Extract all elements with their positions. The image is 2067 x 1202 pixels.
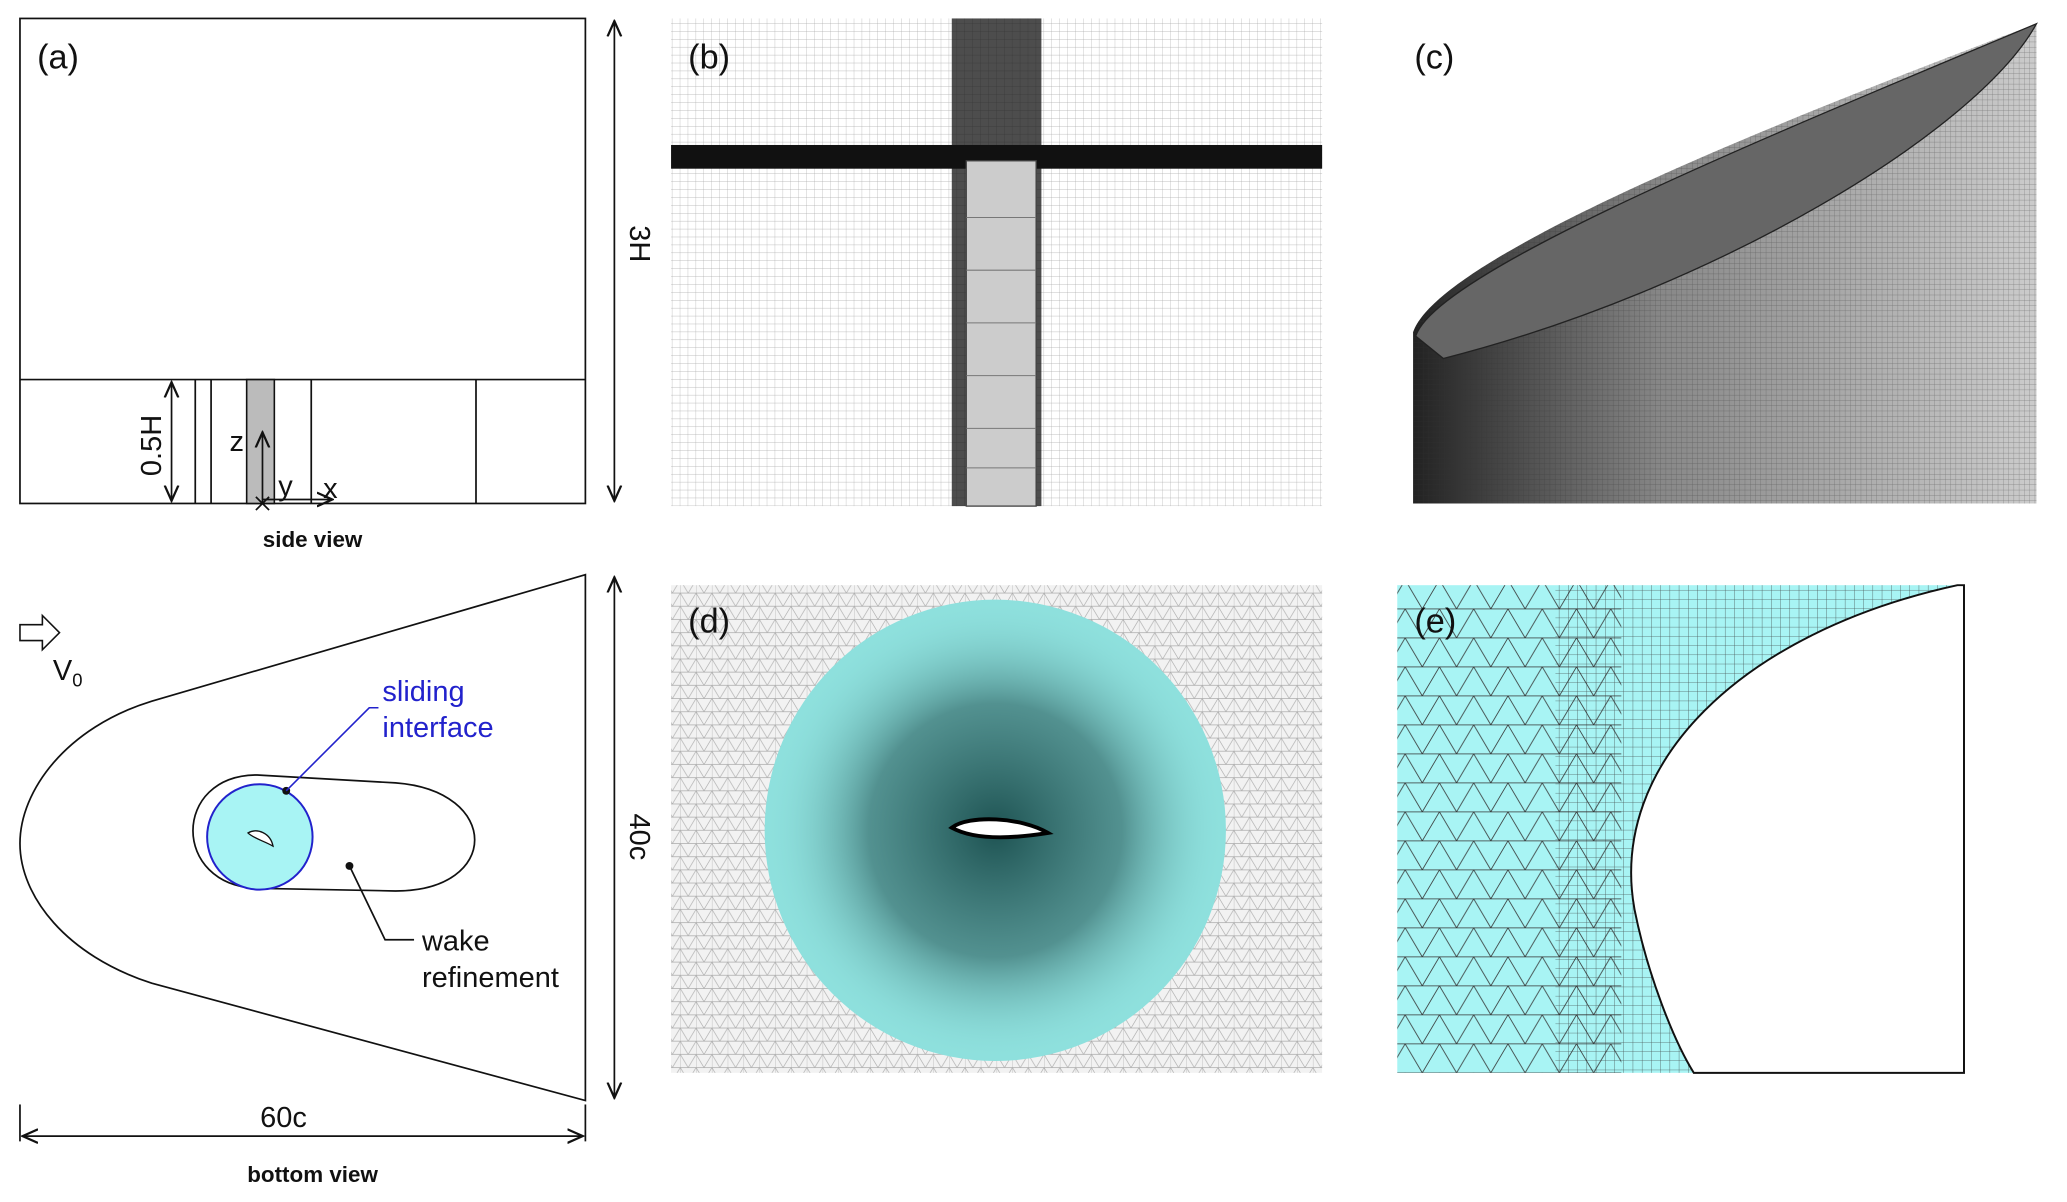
- annotation: sliding: [382, 676, 464, 708]
- panel-c: (c): [1413, 22, 2038, 504]
- annotation: refinement: [422, 962, 559, 994]
- caption: bottom view: [247, 1162, 378, 1187]
- caption: side view: [263, 527, 363, 552]
- dim-label: 3H: [623, 225, 655, 262]
- dim-label: 40c: [623, 814, 655, 861]
- blade-lines: [966, 216, 1037, 469]
- blade-section: [965, 160, 1037, 507]
- leader: [348, 865, 415, 941]
- panel-label: (b): [688, 39, 730, 77]
- domain-side: [19, 17, 587, 505]
- panel-label: (c): [1414, 39, 1454, 77]
- annotation: interface: [382, 712, 493, 744]
- panel-bottom: V0 sliding interface wake refinement 40c…: [19, 573, 655, 1187]
- axis-label: y: [278, 471, 293, 503]
- leader-dot: [345, 861, 354, 870]
- panel-a: (a) 3H 0.5H z y x side view: [19, 17, 655, 552]
- wake-region: [192, 774, 476, 892]
- blade: [245, 378, 276, 505]
- panel-d: (d): [671, 585, 1323, 1073]
- axis-label: z: [230, 426, 245, 458]
- panel-e: (e): [1397, 584, 1965, 1074]
- dim-label: 0.5H: [136, 415, 168, 476]
- boundary-layer-mesh: [1555, 585, 1958, 1073]
- inflow-subscript: 0: [72, 670, 82, 691]
- airfoil: [948, 817, 1054, 840]
- panel-label: (d): [688, 603, 730, 641]
- airfoil: [246, 830, 274, 848]
- mesh-dense-band: [671, 144, 1323, 169]
- airfoil-surface: [1630, 584, 1965, 1074]
- axis-label: x: [323, 473, 338, 505]
- domain-bottom: [19, 573, 587, 1102]
- leader: [285, 706, 379, 792]
- inflow-arrow: [19, 613, 61, 652]
- blade-tip: [1414, 22, 2038, 360]
- annotation: wake: [421, 925, 490, 957]
- axis-y-mark: [255, 496, 270, 511]
- inflow-label: V0: [53, 655, 83, 691]
- panel-label: (a): [37, 39, 79, 77]
- panel-b: (b): [671, 18, 1323, 507]
- dim-label: 60c: [260, 1102, 307, 1134]
- inflow-symbol: V: [53, 655, 73, 687]
- panel-label: (e): [1414, 603, 1456, 641]
